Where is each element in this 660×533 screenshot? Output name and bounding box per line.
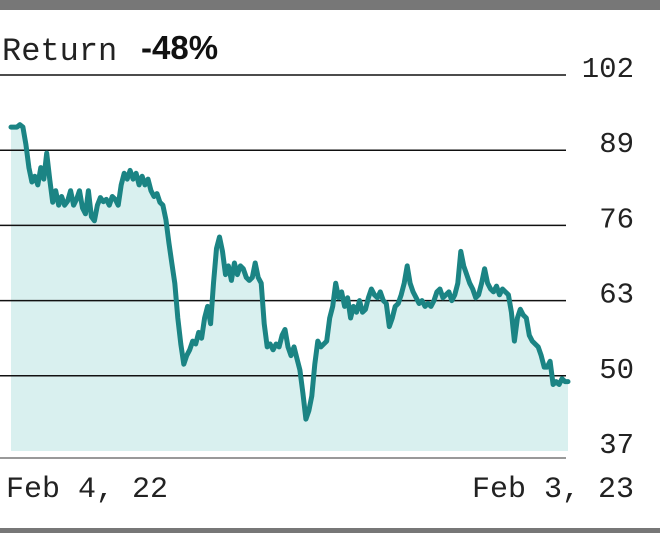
return-value: -48% (141, 29, 218, 66)
series-area (11, 124, 568, 451)
x-end-label: Feb 3, 23 (472, 473, 634, 507)
y-tick-label: 50 (599, 354, 634, 387)
y-tick-label: 89 (599, 128, 634, 161)
x-start-label: Feb 4, 22 (6, 473, 168, 507)
y-axis: 102 89 76 63 50 37 (582, 53, 634, 462)
top-frame-bar (0, 0, 660, 10)
y-tick-label: 37 (599, 429, 634, 462)
y-tick-label: 63 (599, 279, 634, 312)
y-tick-label: 102 (582, 53, 634, 86)
chart-title: Return (2, 33, 117, 70)
series-line (8, 122, 571, 422)
bottom-frame-bar (0, 528, 660, 533)
y-tick-label: 76 (599, 203, 634, 236)
gridlines (0, 74, 566, 377)
